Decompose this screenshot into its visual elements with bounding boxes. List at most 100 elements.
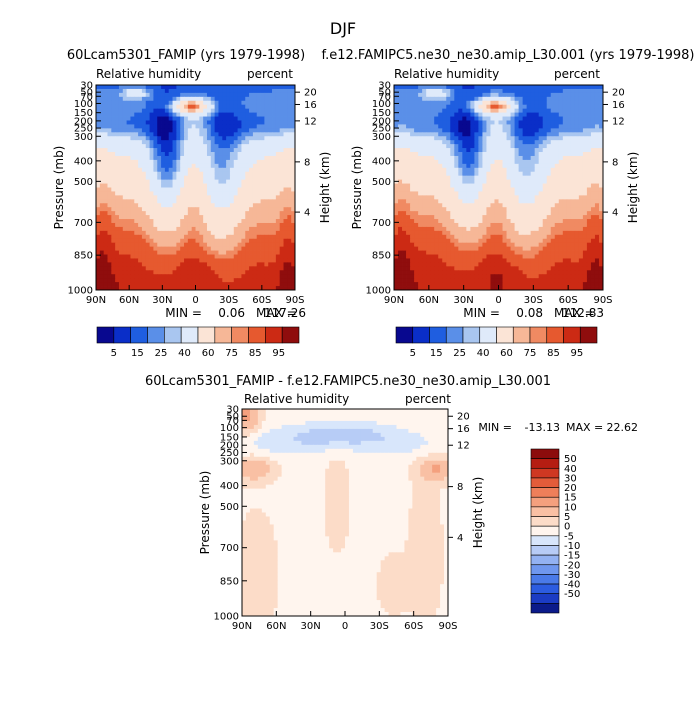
contour-cell — [111, 152, 116, 157]
contour-cell — [550, 211, 556, 216]
contour-cell — [157, 222, 162, 228]
contour-cell — [438, 100, 443, 106]
contour-cell — [590, 246, 596, 251]
contour-cell — [462, 187, 467, 192]
contour-cell — [237, 254, 242, 259]
contour-cell — [558, 112, 564, 117]
contour-cell — [586, 116, 592, 121]
contour-cell — [394, 183, 399, 188]
contour-cell — [99, 128, 105, 133]
contour-cell — [245, 152, 250, 157]
contour-cell — [574, 116, 580, 121]
contour-cell — [578, 108, 584, 113]
contour-cell — [506, 100, 511, 106]
contour-cell — [145, 282, 150, 287]
contour-cell — [442, 191, 447, 196]
contour-cell — [562, 116, 568, 121]
contour-cell — [199, 191, 204, 196]
contour-cell — [498, 238, 503, 244]
contour-cell — [218, 191, 223, 196]
contour-cell — [418, 136, 423, 141]
contour-cell — [222, 163, 227, 169]
contour-cell — [252, 215, 258, 220]
contour-cell — [406, 128, 411, 133]
contour-cell — [237, 112, 242, 117]
contour-cell — [566, 104, 572, 110]
contour-cell — [191, 199, 196, 204]
contour-cell — [149, 96, 154, 102]
contour-cell — [176, 179, 181, 184]
contour-cell — [180, 124, 185, 129]
contour-cell — [394, 92, 399, 98]
contour-cell — [134, 203, 139, 208]
contour-cell — [206, 270, 212, 275]
legend-box — [164, 326, 182, 344]
contour-cell — [214, 195, 219, 200]
contour-cell — [141, 215, 147, 220]
contour-cell — [287, 128, 292, 133]
contour-cell — [130, 171, 135, 177]
contour-cell — [558, 88, 564, 94]
contour-cell — [590, 230, 596, 236]
contour-cell — [526, 120, 532, 125]
contour-cell — [514, 175, 519, 181]
contour-cell — [410, 159, 415, 165]
contour-cell — [222, 250, 227, 255]
contour-cell — [99, 270, 105, 275]
contour-cell — [237, 282, 242, 287]
contour-cell — [542, 132, 548, 137]
contour-cell — [115, 175, 120, 181]
contour-cell — [168, 187, 173, 192]
contour-cell — [180, 282, 185, 287]
contour-cell — [103, 278, 108, 283]
contour-cell — [550, 230, 556, 236]
contour-cell — [126, 144, 131, 149]
contour-cell — [287, 199, 292, 204]
contour-cell — [214, 163, 219, 169]
contour-cell — [558, 144, 564, 149]
contour-cell — [550, 195, 556, 200]
contour-cell — [233, 191, 238, 196]
contour-cell — [554, 85, 560, 90]
contour-cell — [466, 152, 471, 157]
contour-cell — [446, 128, 451, 133]
contour-cell — [462, 226, 467, 232]
contour-cell — [490, 116, 495, 121]
contour-cell — [558, 222, 564, 228]
contour-cell — [260, 152, 265, 157]
contour-cell — [141, 159, 147, 165]
contour-cell — [498, 203, 503, 208]
contour-cell — [107, 100, 112, 106]
legend-box — [214, 326, 232, 344]
contour-cell — [534, 238, 540, 244]
contour-cell — [470, 96, 475, 102]
contour-cell — [115, 203, 120, 208]
contour-cell — [490, 234, 495, 240]
contour-cell — [462, 108, 467, 113]
contour-cell — [138, 96, 143, 102]
contour-cell — [490, 175, 495, 181]
contour-cell — [245, 258, 250, 263]
contour-cell — [134, 266, 139, 271]
contour-cell — [203, 238, 208, 244]
contour-cell — [442, 144, 447, 149]
contour-cell — [118, 163, 124, 169]
contour-cell — [115, 85, 120, 90]
contour-cell — [264, 85, 269, 90]
contour-cell — [111, 286, 116, 291]
contour-cell — [394, 124, 399, 129]
contour-cell — [264, 274, 269, 279]
contour-cell — [218, 116, 223, 121]
contour-cell — [498, 136, 503, 141]
contour-cell — [268, 203, 273, 208]
contour-cell — [442, 230, 447, 236]
contour-cell — [103, 203, 108, 208]
contour-cell — [578, 230, 584, 236]
contour-cell — [398, 203, 403, 208]
contour-cell — [107, 242, 112, 248]
contour-cell — [494, 85, 499, 90]
contour-cell — [153, 88, 158, 94]
contour-cell — [115, 246, 120, 251]
contour-cell — [264, 187, 269, 192]
contour-cell — [122, 116, 128, 121]
